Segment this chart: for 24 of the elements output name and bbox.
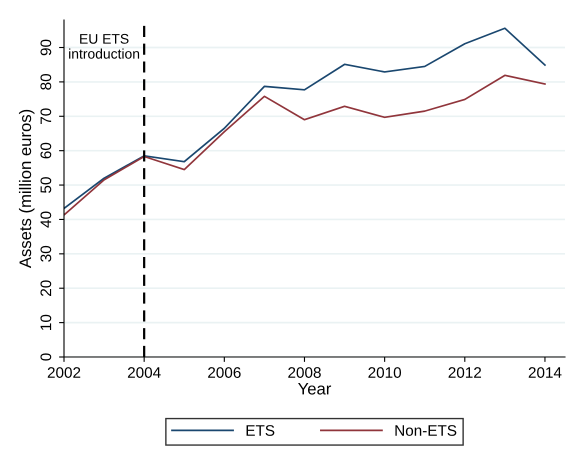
line-series — [64, 27, 546, 210]
x-tick-label: 2002 — [48, 367, 80, 378]
line-series — [64, 74, 546, 216]
x-tick-label: 2006 — [208, 367, 241, 378]
x-tick-label: 2014 — [528, 367, 562, 378]
x-tick-label: 2012 — [448, 367, 482, 378]
x-axis-title: Year — [298, 382, 332, 395]
x-tick-label: 2008 — [288, 367, 321, 378]
ref-line-label: EU ETS introduction — [69, 34, 140, 59]
y-tick-label: 90 — [40, 40, 52, 56]
y-axis-title: Assets (million euros) — [18, 110, 34, 268]
y-tick-label: 40 — [40, 212, 52, 228]
y-tick-label: 70 — [40, 108, 52, 124]
x-tick-label: 2010 — [368, 367, 402, 378]
y-tick-label: 20 — [40, 280, 52, 296]
y-tick-label: 10 — [40, 314, 52, 330]
y-tick-label: 0 — [40, 353, 52, 361]
y-tick-label: 50 — [40, 177, 52, 193]
y-tick-label: 60 — [40, 142, 52, 158]
legend-label: Non-ETS — [395, 425, 456, 436]
y-tick-label: 80 — [40, 74, 52, 90]
x-tick-label: 2004 — [128, 367, 161, 378]
y-tick-label: 30 — [40, 246, 52, 262]
legend-label: ETS — [246, 425, 274, 436]
